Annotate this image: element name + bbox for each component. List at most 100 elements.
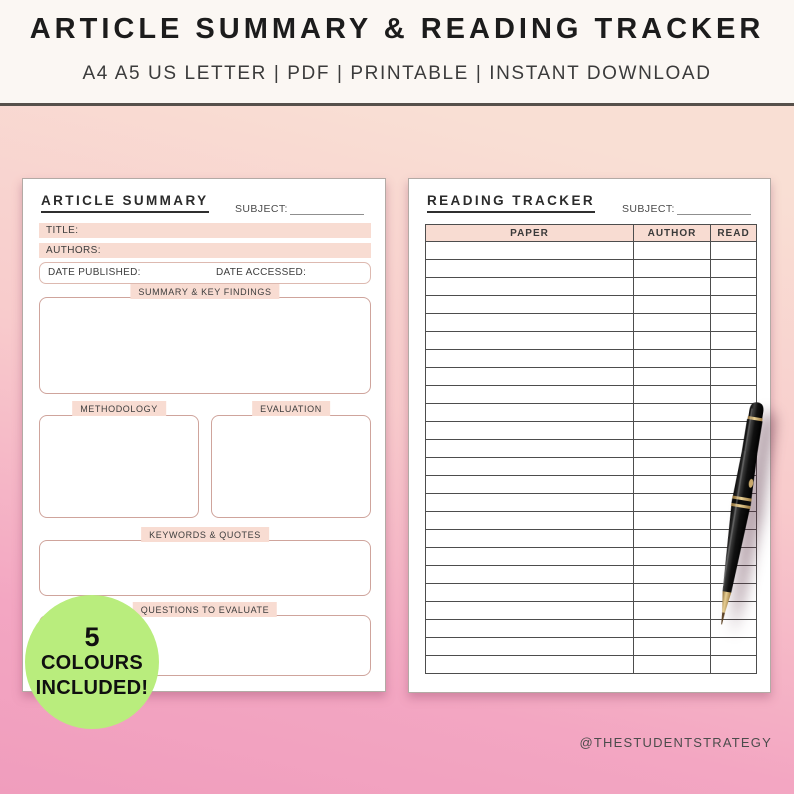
colours-badge: 5 COLOURS INCLUDED! bbox=[25, 595, 159, 729]
title-field: TITLE: bbox=[39, 223, 371, 238]
tracker-cell bbox=[633, 241, 711, 260]
tracker-cell bbox=[633, 367, 711, 386]
keywords-box bbox=[39, 540, 371, 596]
subject-blank-line bbox=[676, 204, 751, 215]
tracker-cell bbox=[633, 475, 711, 494]
tracker-cell bbox=[425, 421, 634, 440]
tracker-cell bbox=[425, 619, 634, 638]
tracker-row bbox=[425, 547, 757, 566]
tracker-cell bbox=[633, 331, 711, 350]
tracker-row bbox=[425, 331, 757, 350]
tracker-row bbox=[425, 637, 757, 656]
tracker-cell bbox=[633, 511, 711, 530]
tracker-cell bbox=[425, 475, 634, 494]
brand-handle: @THESTUDENTSTRATEGY bbox=[579, 735, 772, 750]
tracker-cell bbox=[425, 511, 634, 530]
pen-icon bbox=[721, 402, 764, 625]
evaluation-section-label: EVALUATION bbox=[252, 401, 330, 416]
tracker-row bbox=[425, 511, 757, 530]
tracker-cell bbox=[633, 349, 711, 368]
tracker-cell bbox=[425, 457, 634, 476]
tracker-cell bbox=[425, 313, 634, 332]
tracker-cell bbox=[425, 493, 634, 512]
tracker-cell bbox=[633, 277, 711, 296]
tracker-cell bbox=[425, 241, 634, 260]
tracker-cell bbox=[633, 295, 711, 314]
date-published-label: DATE PUBLISHED: bbox=[48, 267, 141, 278]
tracker-row bbox=[425, 439, 757, 458]
tracker-cell bbox=[425, 277, 634, 296]
column-author: AUTHOR bbox=[633, 224, 711, 242]
tracker-header-row: PAPER AUTHOR READ bbox=[425, 224, 757, 242]
tracker-cell bbox=[710, 349, 757, 368]
tracker-cell bbox=[633, 565, 711, 584]
tracker-cell bbox=[425, 547, 634, 566]
tracker-row bbox=[425, 457, 757, 476]
tracker-row bbox=[425, 241, 757, 260]
pen-image bbox=[693, 397, 786, 637]
tracker-cell bbox=[710, 367, 757, 386]
tracker-row bbox=[425, 385, 757, 404]
summary-section-label: SUMMARY & KEY FINDINGS bbox=[130, 284, 280, 299]
tracker-row bbox=[425, 349, 757, 368]
tracker-row bbox=[425, 295, 757, 314]
tracker-table: PAPER AUTHOR READ bbox=[425, 224, 757, 674]
tracker-row bbox=[425, 277, 757, 296]
tracker-row bbox=[425, 475, 757, 494]
reading-tracker-title: READING TRACKER bbox=[427, 193, 596, 213]
tracker-cell bbox=[633, 637, 711, 656]
badge-line-colours: COLOURS bbox=[40, 652, 144, 674]
tracker-cell bbox=[633, 547, 711, 566]
tracker-cell bbox=[425, 295, 634, 314]
subject-blank-line bbox=[289, 204, 364, 215]
tracker-cell bbox=[710, 277, 757, 296]
methodology-box bbox=[39, 415, 199, 518]
tracker-row bbox=[425, 421, 757, 440]
banner-title: ARTICLE SUMMARY & READING TRACKER bbox=[29, 13, 765, 45]
tracker-cell bbox=[425, 439, 634, 458]
tracker-cell bbox=[710, 295, 757, 314]
column-paper: PAPER bbox=[425, 224, 634, 242]
tracker-cell bbox=[633, 457, 711, 476]
date-accessed-label: DATE ACCESSED: bbox=[216, 267, 307, 278]
tracker-cell bbox=[425, 637, 634, 656]
tracker-row bbox=[425, 403, 757, 422]
subject-row: SUBJECT: bbox=[235, 203, 364, 215]
tracker-cell bbox=[425, 565, 634, 584]
tracker-row bbox=[425, 493, 757, 512]
evaluation-box bbox=[211, 415, 371, 518]
tracker-cell bbox=[425, 403, 634, 422]
tracker-cell bbox=[425, 655, 634, 674]
tracker-cell bbox=[633, 385, 711, 404]
tracker-cell bbox=[633, 421, 711, 440]
keywords-section-label: KEYWORDS & QUOTES bbox=[141, 527, 269, 542]
tracker-cell bbox=[425, 349, 634, 368]
tracker-cell bbox=[425, 601, 634, 620]
banner: ARTICLE SUMMARY & READING TRACKER A4 A5 … bbox=[0, 0, 794, 106]
badge-count: 5 bbox=[84, 622, 100, 652]
tracker-cell bbox=[425, 331, 634, 350]
tracker-row bbox=[425, 259, 757, 278]
tracker-cell bbox=[633, 259, 711, 278]
tracker-cell bbox=[633, 655, 711, 674]
tracker-cell bbox=[425, 529, 634, 548]
article-summary-title: ARTICLE SUMMARY bbox=[41, 193, 209, 213]
tracker-cell bbox=[425, 367, 634, 386]
tracker-cell bbox=[710, 655, 757, 674]
tracker-cell bbox=[425, 259, 634, 278]
questions-section-label: QUESTIONS TO EVALUATE bbox=[132, 602, 278, 617]
subject-label: SUBJECT: bbox=[235, 203, 288, 215]
tracker-row bbox=[425, 367, 757, 386]
date-fields-box: DATE PUBLISHED: DATE ACCESSED: bbox=[39, 262, 371, 284]
tracker-row bbox=[425, 313, 757, 332]
tracker-cell bbox=[710, 637, 757, 656]
tracker-table-body bbox=[425, 241, 757, 674]
authors-field: AUTHORS: bbox=[39, 243, 371, 258]
tracker-cell bbox=[710, 313, 757, 332]
tracker-cell bbox=[710, 241, 757, 260]
badge-line-included: INCLUDED! bbox=[35, 677, 149, 699]
column-read: READ bbox=[710, 224, 757, 242]
tracker-cell bbox=[425, 385, 634, 404]
tracker-cell bbox=[633, 439, 711, 458]
